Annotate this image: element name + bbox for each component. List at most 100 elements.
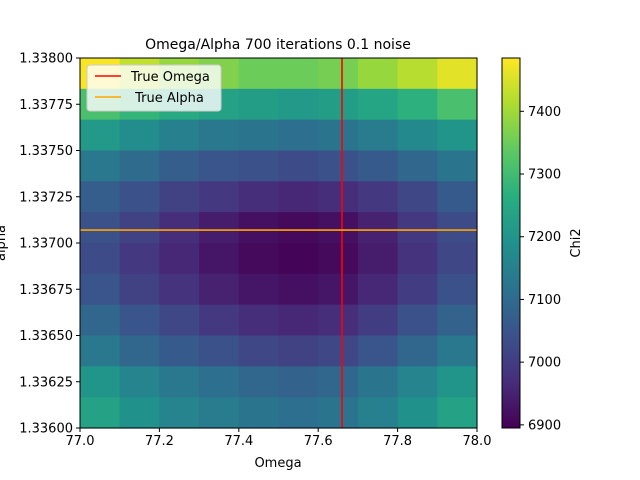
heatmap-cell bbox=[437, 243, 478, 275]
heatmap-cell bbox=[199, 243, 240, 275]
heatmap-cell bbox=[357, 58, 399, 90]
heatmap-cell bbox=[238, 181, 280, 213]
heatmap-cell bbox=[357, 304, 399, 337]
heatmap-cell bbox=[318, 119, 359, 152]
heatmap-cell bbox=[357, 88, 399, 121]
heatmap-cell bbox=[397, 212, 438, 244]
heatmap-cell bbox=[278, 58, 319, 90]
heatmap-cell bbox=[357, 119, 399, 152]
heatmap-cell bbox=[80, 243, 121, 275]
x-tick-label: 77.8 bbox=[383, 434, 412, 449]
colorbar-label: Chi2 bbox=[569, 228, 584, 257]
heatmap-cell bbox=[437, 212, 478, 244]
heatmap-cells bbox=[80, 58, 478, 429]
y-axis-label: alpha bbox=[0, 225, 9, 261]
heatmap-cell bbox=[397, 150, 438, 182]
heatmap-cell bbox=[80, 212, 121, 244]
heatmap-cell bbox=[278, 335, 319, 367]
heatmap-cell bbox=[80, 304, 121, 337]
heatmap-cell bbox=[278, 304, 319, 337]
heatmap-cell bbox=[318, 243, 359, 275]
heatmap-cell bbox=[238, 150, 280, 182]
heatmap-cell bbox=[80, 397, 121, 429]
heatmap-cell bbox=[199, 181, 240, 213]
heatmap-cell bbox=[119, 366, 160, 398]
y-tick-label: 1.33625 bbox=[19, 375, 73, 390]
heatmap-cell bbox=[119, 119, 160, 152]
legend-label-true-omega: True Omega bbox=[130, 70, 210, 85]
heatmap-cell bbox=[437, 366, 478, 398]
heatmap-cell bbox=[119, 335, 160, 367]
heatmap-cell bbox=[159, 212, 200, 244]
y-tick-label: 1.33675 bbox=[19, 283, 73, 298]
heatmap-cell bbox=[159, 150, 200, 182]
heatmap-cell bbox=[119, 397, 160, 429]
heatmap-cell bbox=[278, 88, 319, 121]
heatmap-cell bbox=[357, 212, 399, 244]
heatmap-cell bbox=[278, 366, 319, 398]
x-axis-label: Omega bbox=[254, 456, 301, 471]
heatmap-cell bbox=[437, 88, 478, 121]
heatmap-cell bbox=[357, 150, 399, 182]
heatmap-cell bbox=[199, 304, 240, 337]
y-tick-label: 1.33650 bbox=[19, 329, 73, 344]
heatmap-cell bbox=[278, 119, 319, 152]
heatmap-cell bbox=[397, 366, 438, 398]
colorbar-tick-label: 7400 bbox=[528, 105, 561, 120]
heatmap-cell bbox=[397, 181, 438, 213]
heatmap-cell bbox=[199, 119, 240, 152]
colorbar-tick-label: 7200 bbox=[528, 230, 561, 245]
heatmap-cell bbox=[278, 397, 319, 429]
heatmap-cell bbox=[437, 181, 478, 213]
heatmap-cell bbox=[437, 397, 478, 429]
heatmap-cell bbox=[238, 366, 280, 398]
legend-label-true-alpha: True Alpha bbox=[131, 91, 204, 106]
heatmap-cell bbox=[357, 335, 399, 367]
heatmap-cell bbox=[397, 119, 438, 152]
heatmap-cell bbox=[80, 150, 121, 182]
heatmap-cell bbox=[278, 150, 319, 182]
colorbar-tick-label: 7100 bbox=[528, 293, 561, 308]
heatmap-cell bbox=[238, 304, 280, 337]
heatmap-cell bbox=[437, 273, 478, 306]
x-tick-label: 78.0 bbox=[463, 434, 492, 449]
heatmap-cell bbox=[397, 88, 438, 121]
heatmap-cell bbox=[80, 119, 121, 152]
heatmap-cell bbox=[278, 212, 319, 244]
colorbar-tick-label: 6900 bbox=[528, 418, 561, 433]
heatmap-cell bbox=[159, 366, 200, 398]
heatmap-cell bbox=[278, 243, 319, 275]
heatmap-cell bbox=[119, 243, 160, 275]
heatmap-cell bbox=[437, 335, 478, 367]
heatmap-cell bbox=[119, 273, 160, 306]
heatmap-cell bbox=[119, 304, 160, 337]
heatmap-cell bbox=[159, 181, 200, 213]
heatmap-cell bbox=[397, 58, 438, 90]
heatmap-cell bbox=[159, 273, 200, 306]
heatmap-cell bbox=[199, 397, 240, 429]
colorbar-tick-label: 7000 bbox=[528, 356, 561, 371]
heatmap-cell bbox=[238, 58, 280, 90]
heatmap-cell bbox=[357, 181, 399, 213]
heatmap-cell bbox=[80, 273, 121, 306]
x-tick-label: 77.2 bbox=[145, 434, 174, 449]
y-tick-label: 1.33775 bbox=[19, 98, 73, 113]
heatmap-cell bbox=[318, 366, 359, 398]
y-tick-label: 1.33600 bbox=[19, 422, 73, 437]
heatmap-cell bbox=[318, 181, 359, 213]
heatmap-cell bbox=[318, 304, 359, 337]
heatmap-cell bbox=[119, 181, 160, 213]
heatmap-cell bbox=[397, 243, 438, 275]
heatmap-cell bbox=[238, 119, 280, 152]
y-tick-label: 1.33725 bbox=[19, 190, 73, 205]
heatmap-cell bbox=[119, 150, 160, 182]
heatmap-cell bbox=[238, 397, 280, 429]
heatmap-cell bbox=[238, 88, 280, 121]
heatmap-cell bbox=[238, 273, 280, 306]
heatmap-cell bbox=[318, 150, 359, 182]
x-tick-label: 77.6 bbox=[304, 434, 333, 449]
heatmap-cell bbox=[437, 119, 478, 152]
heatmap-cell bbox=[318, 397, 359, 429]
heatmap-cell bbox=[318, 335, 359, 367]
heatmap-cell bbox=[318, 212, 359, 244]
